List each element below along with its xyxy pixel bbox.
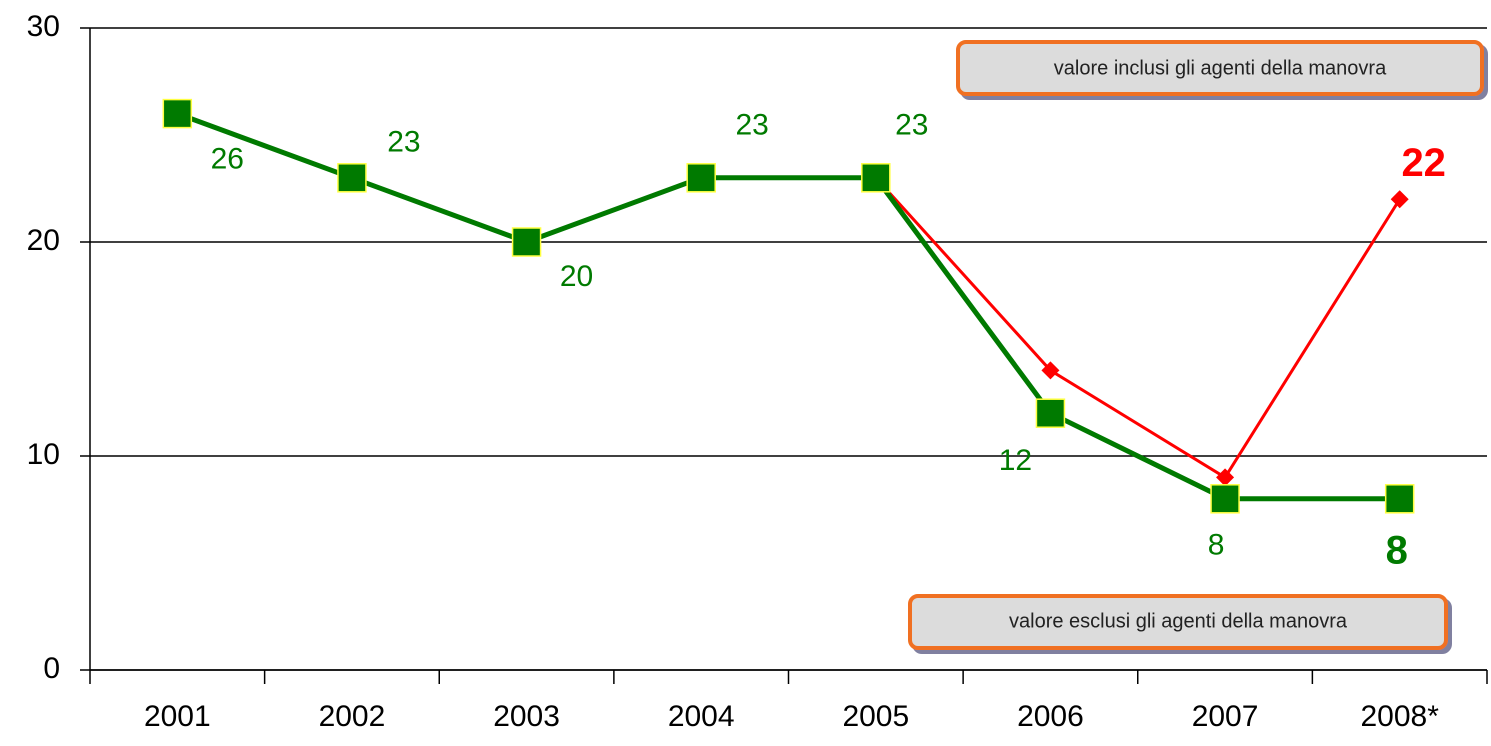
y-tick-label: 0	[43, 652, 60, 685]
line	[176, 111, 1400, 502]
y-tick-label: 20	[27, 224, 60, 257]
data-label: 26	[211, 143, 244, 176]
marker	[861, 163, 891, 193]
x-tick-label: 2003	[493, 700, 560, 733]
marker	[511, 227, 542, 257]
y-tick-label: 10	[27, 438, 60, 471]
marker	[1384, 484, 1415, 514]
annotation-box	[908, 594, 1448, 650]
x-tick-label: 2001	[144, 700, 211, 733]
x-tick-label: 2006	[1017, 700, 1084, 733]
marker	[1035, 398, 1066, 428]
data-label: 20	[560, 260, 593, 293]
marker	[337, 163, 367, 193]
y-tick-label: 30	[27, 10, 60, 43]
marker	[1390, 190, 1409, 209]
x-tick-label: 2004	[668, 700, 735, 733]
data-label: 12	[999, 444, 1032, 477]
annotation-box	[956, 40, 1484, 96]
marker	[162, 98, 193, 129]
x-tick-label: 2007	[1192, 700, 1259, 733]
x-tick-label: 2002	[319, 700, 386, 733]
data-label: 8	[1208, 529, 1225, 562]
data-label: 23	[387, 126, 420, 159]
annotation-text: valore esclusi gli agenti della manovra	[1009, 610, 1348, 632]
data-label: 8	[1386, 528, 1408, 572]
series: 22	[866, 141, 1446, 487]
series: 26 23 20 23 23 12 8 8	[162, 98, 1415, 572]
marker	[1216, 468, 1235, 487]
data-label: 23	[736, 109, 769, 142]
data-label: 22	[1401, 141, 1446, 185]
annotation-text: valore inclusi gli agenti della manovra	[1054, 57, 1387, 79]
x-tick-label: 2008*	[1360, 700, 1439, 733]
data-label: 23	[895, 109, 928, 142]
axes: 0 10 20 30 2001 2002 2003 2004 2005 2006 2007 2008*	[27, 10, 1488, 733]
annotation: valore inclusi gli agenti della manovra	[956, 40, 1484, 96]
line	[874, 176, 1401, 480]
x-tick-label: 2005	[842, 700, 909, 733]
annotation: valore esclusi gli agenti della manovra	[908, 594, 1448, 650]
marker	[686, 163, 716, 193]
marker	[1041, 361, 1060, 380]
marker	[1210, 484, 1240, 514]
